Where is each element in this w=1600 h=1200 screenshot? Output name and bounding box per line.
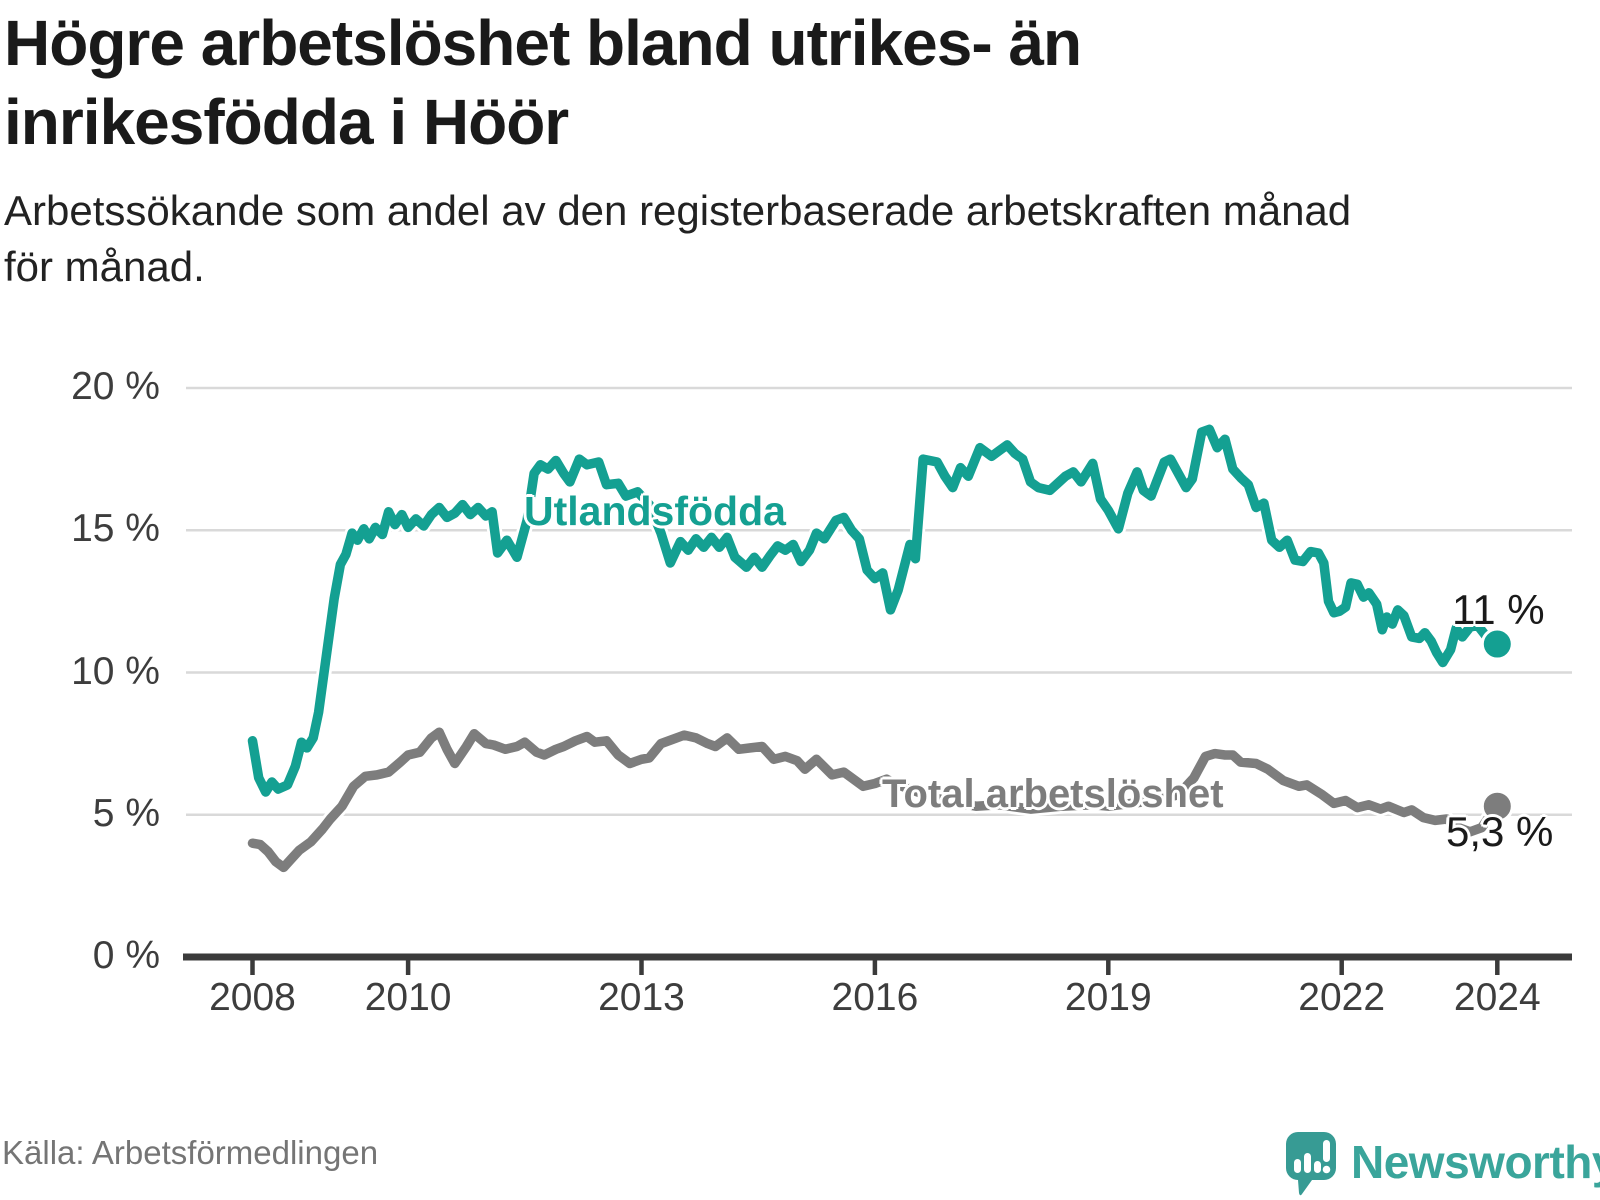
newsworthy-wordmark: Newsworthy	[1351, 1136, 1600, 1188]
x-axis-label: 2013	[598, 976, 685, 1019]
newsworthy-logo: Newsworthy	[1286, 1132, 1600, 1196]
series-label-utlandsfodda: Utlandsfödda	[524, 488, 786, 534]
y-axis-label: 20 %	[71, 365, 160, 408]
x-axis-label: 2019	[1064, 976, 1152, 1019]
logo-bar-2	[1304, 1153, 1311, 1173]
logo-exclamation-dot	[1322, 1165, 1331, 1174]
x-axis-label: 2008	[209, 976, 296, 1019]
line-total	[247, 727, 1503, 873]
line-utlandsfodda	[247, 424, 1503, 797]
y-axis-label: 0 %	[92, 934, 160, 977]
source-attribution: Källa: Arbetsförmedlingen	[2, 1134, 379, 1171]
end-dot-utlandsfodda	[1480, 627, 1514, 661]
end-dot-total	[1480, 789, 1514, 823]
x-axis-label: 2016	[831, 976, 919, 1019]
end-value-label-total: 5,3 %	[1446, 808, 1554, 855]
logo-bar-1	[1294, 1159, 1301, 1173]
chart-subtitle: Arbetssökande som andel av den registerb…	[4, 187, 1352, 290]
chart-title: Högre arbetslöshet bland utrikes- än inr…	[4, 7, 1082, 159]
newsworthy-icon	[1286, 1132, 1336, 1196]
x-axis-label: 2010	[364, 976, 452, 1019]
logo-exclamation-bar	[1323, 1140, 1330, 1162]
y-axis-label: 10 %	[71, 649, 160, 693]
logo-bar-3	[1314, 1161, 1321, 1173]
y-axis-label: 15 %	[71, 507, 160, 551]
series-label-total-arbetsloshet: Total arbetslöshet	[882, 772, 1224, 816]
y-axis-label: 5 %	[92, 791, 160, 835]
line-casing-total	[245, 724, 1505, 875]
x-axis-label: 2024	[1453, 976, 1541, 1019]
end-value-label-utlandsfodda: 11 %	[1452, 586, 1545, 633]
x-axis-label: 2022	[1298, 976, 1386, 1019]
